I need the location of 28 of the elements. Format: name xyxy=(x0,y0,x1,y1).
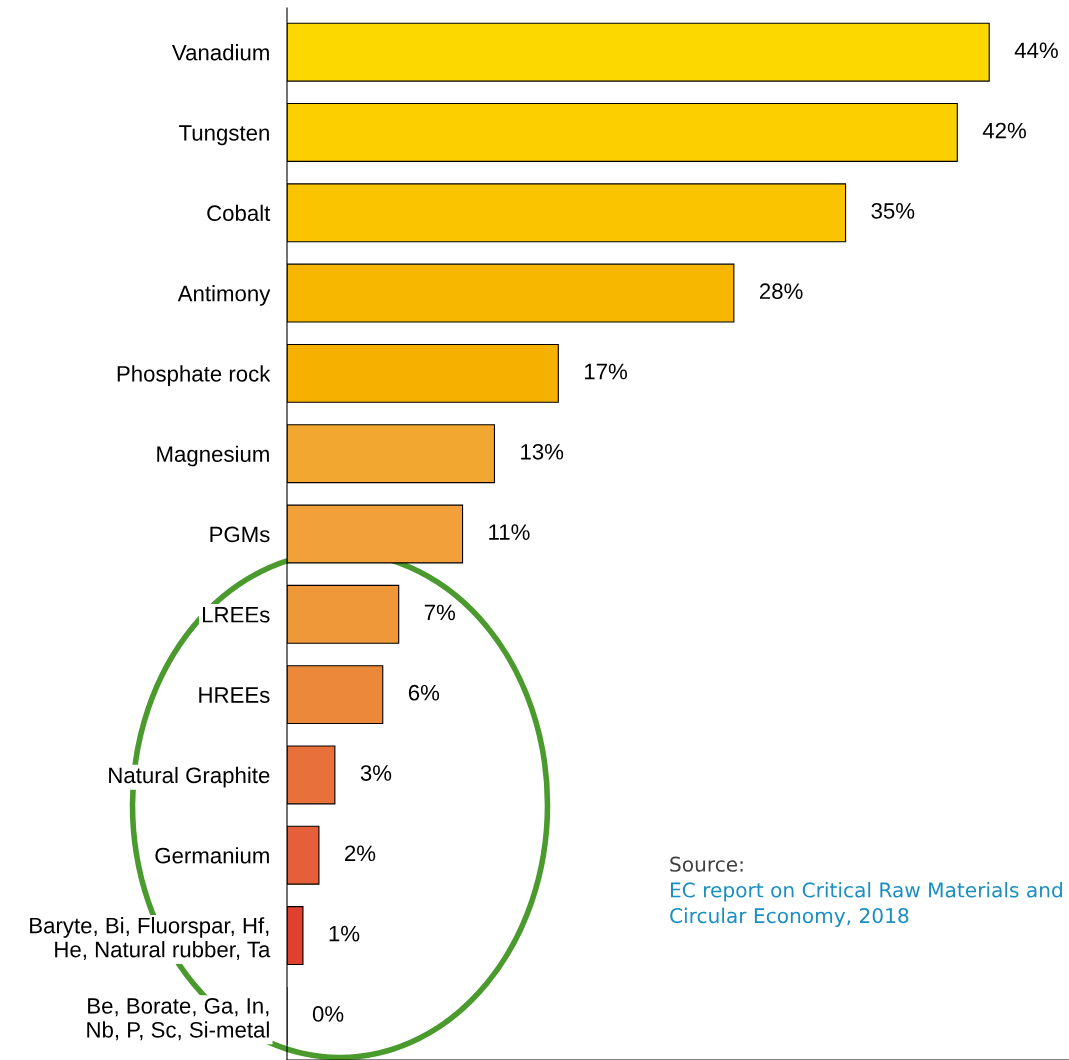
y-tick-label: Tungsten xyxy=(179,125,269,146)
data-label: 7% xyxy=(424,604,456,621)
y-tick-label: Natural Graphite xyxy=(109,766,270,788)
data-label: 35% xyxy=(871,203,915,219)
y-tick-label: Germanium xyxy=(155,847,269,864)
y-tick-label: Be, Borate, Ga, In, Nb, P, Sc, Si-metal xyxy=(87,998,269,1041)
y-tick-label: HREEs xyxy=(199,687,270,703)
y-tick-label: Phosphate rock xyxy=(117,365,271,387)
data-label: 2% xyxy=(345,845,376,862)
data-label: 11% xyxy=(489,524,530,540)
data-label: 6% xyxy=(408,684,440,701)
data-label: 0% xyxy=(312,1006,344,1022)
annotation: Source: xyxy=(670,856,743,872)
y-tick-label: Baryte, Bi, Fluorspar, Hf, He, Natural rubber, Ta xyxy=(30,917,271,960)
data-label: 1% xyxy=(329,925,360,942)
y-tick-label: Cobalt xyxy=(207,204,271,222)
data-label: 13% xyxy=(521,443,564,460)
data-label: 44% xyxy=(1014,42,1058,59)
y-tick-label: Antimony xyxy=(177,285,271,306)
data-label: 28% xyxy=(759,283,803,300)
data-label: 3% xyxy=(360,765,392,781)
y-tick-label: LREEs xyxy=(202,607,270,623)
annotation: EC report on Critical Raw Materials and Circular Economy, 2018 xyxy=(670,882,1062,928)
data-label: 42% xyxy=(982,122,1026,139)
y-tick-label: Magnesium xyxy=(157,445,269,467)
y-tick-label: PGMs xyxy=(210,526,270,543)
y-tick-label: Vanadium xyxy=(172,44,269,61)
data-label: 17% xyxy=(585,363,627,380)
